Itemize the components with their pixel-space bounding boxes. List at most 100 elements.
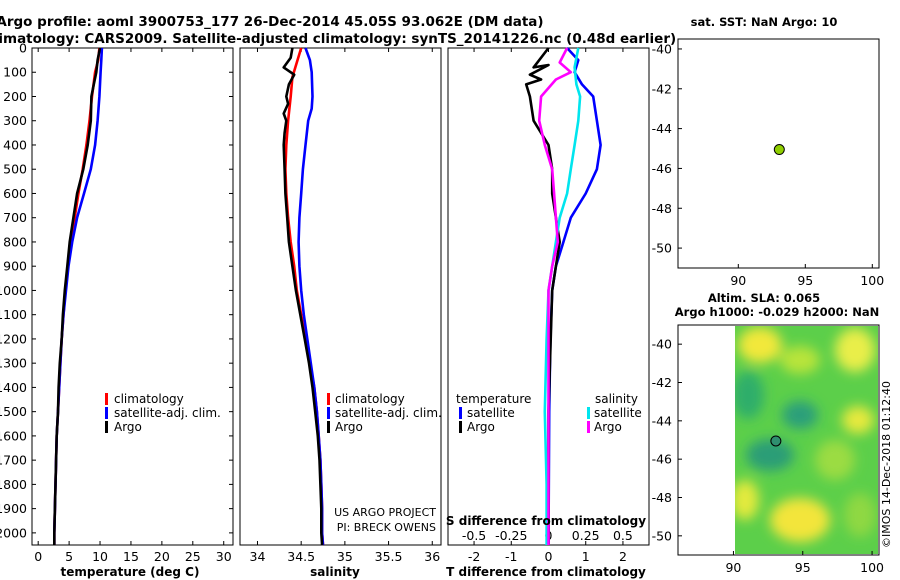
x-tick-label: 35 [337,549,353,564]
difference-profiles [524,47,602,546]
difference-legend: temperature satellite Argo salinity sate… [456,392,642,434]
legend-swatch-temp-satellite [459,407,462,419]
x-tick-label: 34.5 [287,549,315,564]
legend-swatch-climatology [105,393,108,405]
x-tick-label: 5 [65,549,73,564]
legend-swatch-temp-argo [459,421,462,433]
legend-label-climatology: climatology [114,392,184,406]
lat-tick-label: -44 [652,121,672,136]
argo-position-marker [770,435,782,447]
legend-swatch-argo [327,421,330,433]
legend-title-salinity: salinity [595,392,638,406]
secondary-axis-label: S difference from climatology [446,514,646,528]
salinity-profiles [282,47,325,546]
depth-tick-label: 300 [3,113,27,128]
depth-tick-label: 1400 [0,380,27,395]
secondary-tick-label: -0.25 [495,528,527,543]
sla-field-blobs [735,327,876,542]
lat-tick-label: -46 [652,161,672,176]
legend-label-argo: Argo [114,420,142,434]
lat-tick-label: -42 [652,375,672,390]
figure-title-line1: Argo profile: aoml 3900753_177 26-Dec-20… [0,14,544,30]
credit-project: US ARGO PROJECT [334,506,436,519]
legend-swatch-argo [105,421,108,433]
difference-panel: -2 -1 0 1 2 -0.5 -0.25 0 0.25 0.5 T difference f… [446,47,650,579]
x-tick-label: 30 [216,549,232,564]
sla-lon-axis: 90 95 100 [725,551,884,575]
difference-x-axis: -2 -1 0 1 2 [468,48,627,564]
secondary-tick-label: 0.5 [613,528,633,543]
salinity-plot-frame [239,47,442,546]
legend-label-satellite: satellite-adj. clim. [114,406,221,420]
sla-heatmap [735,326,878,554]
depth-tick-label: 900 [3,259,27,274]
x-tick-label: 10 [92,549,108,564]
sst-map-panel: sat. SST: NaN Argo: 10 90 95 100 -40 -42 -44… [652,15,885,288]
sst-map-title: sat. SST: NaN Argo: 10 [691,15,838,29]
legend-label-satellite: satellite-adj. clim. [335,406,442,420]
depth-tick-label: 500 [3,162,27,177]
depth-tick-label: 1800 [0,477,27,492]
legend-label-sal-satellite: satellite [594,406,642,420]
x-tick-label: 36 [424,549,440,564]
legend-label-climatology: climatology [335,392,405,406]
lon-tick-label: 90 [725,560,741,575]
depth-tick-label: 700 [3,210,27,225]
temperature-panel: 0100200300400500600700800900100011001200… [0,41,649,579]
legend-label-temp-argo: Argo [467,420,495,434]
series-line-argo [53,47,102,545]
salinity-x-axis: 34 34.5 35 35.5 36 [250,48,440,564]
depth-tick-label: 1300 [0,356,27,371]
lat-tick-label: -50 [652,241,672,256]
depth-tick-label: 1600 [0,428,27,443]
x-tick-label: 0 [34,549,42,564]
temperature-axis-label: temperature (deg C) [61,565,200,579]
difference-axis-label: T difference from climatology [446,565,646,579]
legend-swatch-satellite [327,407,330,419]
legend-label-sal-argo: Argo [594,420,622,434]
series-line-temperature-argo [524,47,561,545]
sst-lat-axis: -40 -42 -44 -46 -48 -50 [652,41,682,256]
lon-tick-label: 90 [730,273,746,288]
sst-lon-axis: 90 95 100 [730,264,884,288]
x-tick-label: 1 [582,549,590,564]
depth-tick-label: 1700 [0,453,27,468]
figure-title-line2: Climatology: CARS2009. Satellite-adjuste… [0,31,676,47]
x-tick-label: 15 [123,549,139,564]
depth-tick-label: 1900 [0,501,27,516]
sla-title-line1: Altim. SLA: 0.065 [708,291,820,305]
depth-tick-label: 1200 [0,331,27,346]
credit-pi: PI: BRECK OWENS [337,521,436,534]
sla-title-line2: Argo h1000: -0.029 h2000: NaN [675,305,879,319]
depth-tick-label: 600 [3,186,27,201]
depth-tick-label: 1100 [0,307,27,322]
lat-tick-label: -40 [652,41,672,56]
series-line-salinity-satellite [543,47,582,545]
x-tick-label: 35.5 [375,549,403,564]
sla-map-panel: Altim. SLA: 0.065 Argo h1000: -0.029 h20… [652,291,884,575]
x-tick-label: -2 [468,549,480,564]
series-line-salinity-argo [537,47,573,545]
legend-label-argo: Argo [335,420,363,434]
depth-tick-label: 1500 [0,404,27,419]
legend-swatch-sal-argo [587,421,590,433]
depth-tick-label: 800 [3,234,27,249]
depth-tick-label: 2000 [0,525,27,540]
lat-tick-label: -50 [652,528,672,543]
temperature-profiles [53,47,104,545]
lat-tick-label: -44 [652,413,672,428]
salinity-legend: climatology satellite-adj. clim. Argo [327,392,442,434]
depth-tick-label: 1000 [0,283,27,298]
lat-tick-label: -42 [652,81,672,96]
lon-tick-label: 100 [860,560,884,575]
x-tick-label: 0 [545,549,553,564]
lat-tick-label: -48 [652,201,672,216]
depth-tick-label: 100 [3,65,27,80]
x-tick-label: 2 [619,549,627,564]
secondary-tick-label: 0.25 [572,528,600,543]
temperature-x-axis: 0 5 10 15 20 25 30 [34,48,232,564]
imos-watermark: ©IMOS 14-Dec-2018 01:12:40 [880,381,893,548]
depth-tick-label: 200 [3,89,27,104]
